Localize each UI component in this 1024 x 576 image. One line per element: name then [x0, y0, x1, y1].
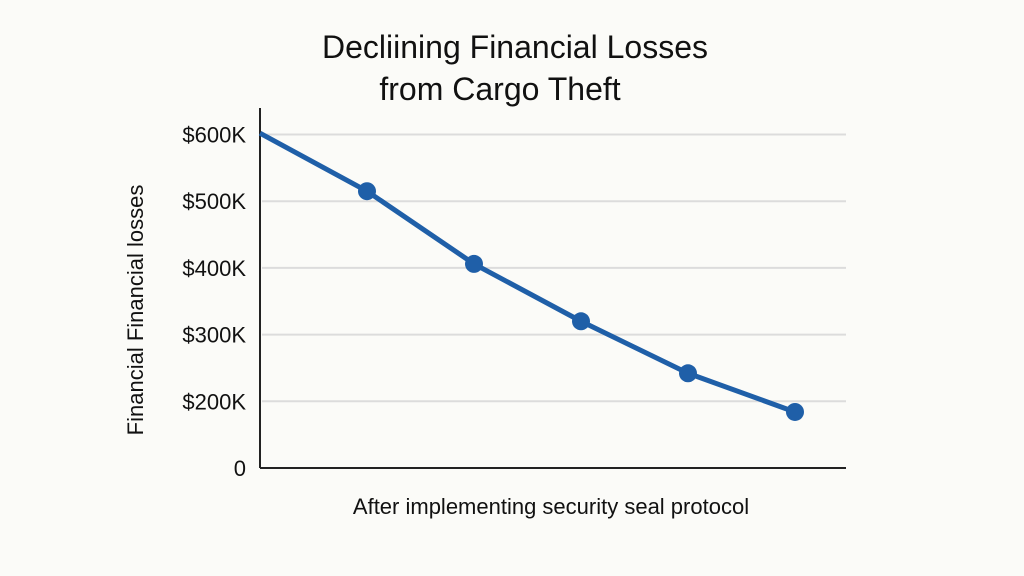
series-line [258, 130, 796, 415]
data-point [786, 402, 804, 421]
data-point [572, 312, 590, 331]
data-point [465, 254, 483, 273]
data-point [358, 182, 376, 201]
x-axis-label: After implementing security seal protoco… [353, 494, 749, 519]
data-point [679, 364, 697, 383]
y-tick-label: $400K [182, 256, 246, 281]
y-axis-label: Financial Financial losses [123, 185, 148, 436]
chart-title-line-2: from Cargo Theft [379, 71, 620, 107]
y-tick-label: $600K [182, 123, 246, 148]
chart-title-line-1: Decliining Financial Losses [322, 29, 708, 65]
y-tick-label: $200K [182, 389, 246, 414]
y-tick-label: 0 [234, 456, 246, 481]
y-tick-label: $300K [182, 323, 246, 348]
y-tick-label: $500K [182, 189, 246, 214]
